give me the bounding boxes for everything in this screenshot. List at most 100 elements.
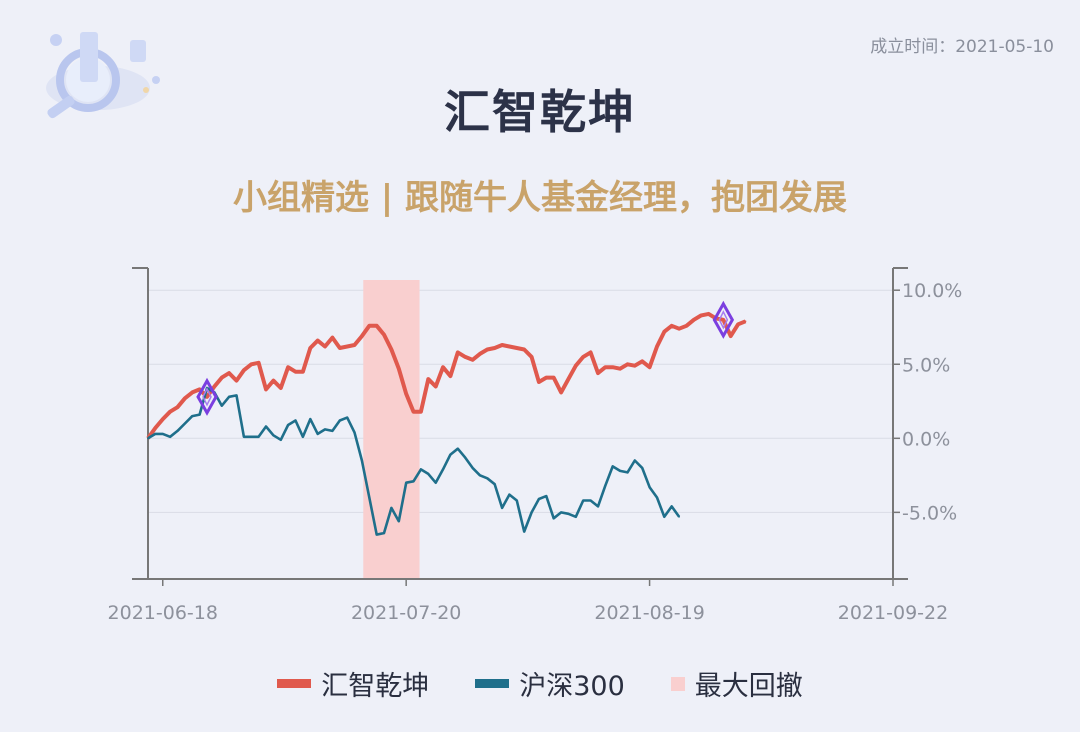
series-point-index: [257, 435, 260, 438]
series-point-fund: [368, 324, 371, 327]
series-point-index: [479, 474, 481, 477]
legend-swatch-drawdown: [670, 676, 685, 691]
series-point-fund: [722, 318, 725, 321]
series-point-fund: [619, 367, 621, 370]
series-point-fund: [412, 410, 415, 413]
series-point-fund: [449, 375, 452, 378]
trade-marker-inner-0: [202, 387, 212, 407]
series-point-index: [456, 447, 459, 450]
legend-item-drawdown: 最大回撤: [670, 664, 803, 703]
series-point-index: [279, 438, 282, 441]
series-point-index: [633, 459, 636, 462]
y-tick-label-2: 0.0%: [902, 428, 950, 450]
series-point-fund: [567, 378, 570, 380]
series-point-fund: [309, 347, 312, 349]
series-point-fund: [434, 385, 437, 388]
series-point-index: [552, 517, 555, 520]
series-point-fund: [648, 366, 651, 369]
series-point-fund: [353, 344, 356, 346]
series-point-index: [574, 515, 577, 518]
series-point-fund: [501, 344, 503, 346]
series-point-fund: [700, 314, 703, 317]
series-point-fund: [523, 348, 526, 351]
y-tick-label-0: 10.0%: [902, 280, 962, 302]
series-point-fund: [242, 369, 245, 372]
series-point-fund: [383, 333, 385, 336]
series-point-index: [486, 477, 489, 480]
series-point-fund: [213, 385, 216, 388]
series-point-fund: [257, 361, 260, 364]
legend-label-drawdown: 最大回撤: [694, 671, 803, 702]
series-point-fund: [574, 364, 577, 367]
series-point-index: [265, 425, 267, 428]
series-point-fund: [169, 410, 172, 413]
x-tick-label-3: 2021-09-22: [838, 602, 948, 624]
series-point-index: [161, 432, 164, 435]
series-point-index: [464, 456, 467, 459]
series-point-index: [626, 471, 629, 474]
series-point-fund: [538, 381, 540, 383]
series-point-fund: [338, 347, 341, 349]
series-point-fund: [515, 347, 518, 349]
series-point-index: [294, 419, 297, 422]
page-subtitle: 小组精选 | 跟随牛人基金经理，抱团发展: [232, 178, 848, 218]
series-point-index: [324, 428, 326, 431]
series-point-index: [471, 467, 474, 469]
series-point-fund: [582, 355, 585, 358]
series-point-index: [530, 511, 533, 514]
series-point-fund: [685, 324, 688, 327]
series-point-index: [560, 511, 562, 514]
series-point-index: [309, 418, 312, 420]
series-point-fund: [287, 366, 290, 369]
y-tick-label-1: 5.0%: [902, 354, 950, 376]
series-point-fund: [479, 352, 481, 355]
legend-swatch-index: [475, 679, 510, 688]
series-point-index: [545, 495, 548, 497]
series-point-fund: [235, 379, 238, 382]
series-point-fund: [633, 364, 636, 367]
series-point-index: [169, 435, 172, 438]
legend-label-index: 沪深300: [519, 671, 625, 702]
series-point-fund: [405, 392, 408, 395]
series-point-index: [434, 481, 437, 484]
series-point-index: [611, 465, 614, 468]
series-point-index: [412, 480, 415, 483]
series-point-index: [427, 472, 430, 475]
series-point-index: [368, 496, 371, 499]
series-point-fund: [604, 366, 607, 369]
series-point-index: [420, 468, 422, 471]
series-point-index: [383, 532, 385, 534]
series-point-fund: [456, 351, 459, 354]
series-point-index: [589, 499, 592, 502]
series-point-index: [582, 499, 585, 502]
series-point-index: [375, 533, 378, 536]
series-point-fund: [493, 347, 496, 349]
series-point-index: [176, 430, 179, 432]
trade-marker-1: [712, 300, 735, 339]
series-point-fund: [744, 320, 747, 323]
series-point-index: [405, 481, 408, 484]
series-point-index: [597, 505, 599, 508]
series-point-index: [183, 422, 186, 425]
series-point-fund: [250, 363, 253, 366]
series-point-index: [361, 459, 363, 462]
chart-legend: 汇智乾坤 沪深300 最大回撤: [0, 664, 1080, 703]
series-point-index: [567, 512, 570, 515]
series-point-fund: [737, 323, 739, 326]
series-point-index: [338, 419, 341, 422]
series-point-index: [242, 435, 245, 438]
series-point-fund: [508, 345, 511, 348]
series-point-index: [501, 507, 503, 509]
page-title: 汇智乾坤: [444, 85, 636, 139]
series-point-fund: [220, 376, 223, 379]
series-point-fund: [206, 395, 208, 398]
search-illustration-icon: [46, 32, 160, 119]
series-point-index: [346, 416, 349, 419]
series-point-index: [656, 496, 658, 499]
series-point-fund: [183, 397, 186, 400]
x-tick-label-2: 2021-08-19: [594, 602, 704, 624]
series-point-index: [353, 431, 356, 434]
series-point-fund: [641, 360, 644, 363]
series-point-index: [538, 498, 540, 500]
series-point-index: [198, 413, 201, 416]
